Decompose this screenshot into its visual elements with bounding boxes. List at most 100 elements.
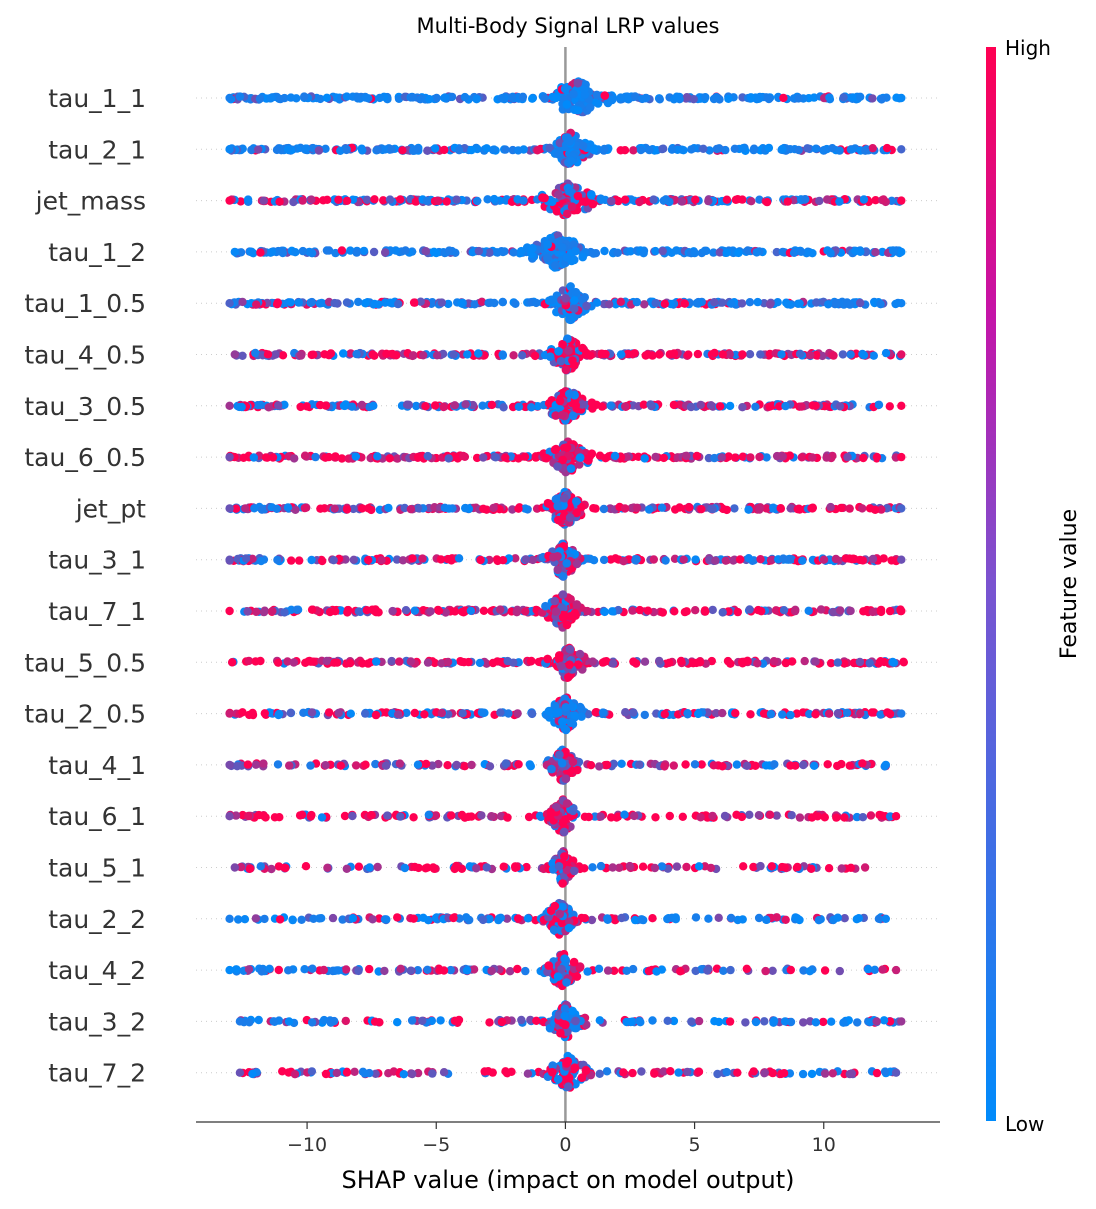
data-point — [523, 914, 533, 923]
data-point — [496, 708, 505, 717]
data-point — [477, 297, 487, 306]
data-point — [558, 758, 567, 768]
data-point — [433, 605, 443, 615]
data-point — [794, 94, 803, 103]
data-point — [558, 590, 568, 599]
data-point — [644, 505, 654, 514]
data-point — [616, 350, 626, 359]
data-point — [897, 504, 906, 513]
data-point — [251, 657, 260, 666]
data-point — [320, 504, 329, 513]
data-point — [507, 93, 517, 102]
data-point — [490, 298, 499, 308]
data-point — [447, 556, 456, 565]
data-point — [521, 607, 530, 616]
data-point — [747, 197, 756, 206]
data-point — [745, 350, 755, 359]
data-point — [635, 760, 644, 769]
data-point — [324, 351, 334, 360]
data-point — [837, 759, 846, 769]
data-point — [238, 708, 247, 717]
data-point — [897, 93, 906, 103]
data-point — [489, 145, 499, 154]
data-point — [601, 349, 610, 359]
data-point — [871, 196, 880, 205]
data-point — [261, 453, 271, 462]
data-point — [508, 505, 517, 514]
data-point — [801, 195, 810, 204]
data-point — [225, 709, 234, 718]
data-point — [754, 811, 764, 820]
data-point — [778, 710, 787, 719]
feature-points-tau_7_1 — [225, 590, 906, 632]
data-point — [592, 90, 602, 100]
data-point — [291, 505, 300, 514]
data-point — [856, 709, 865, 718]
data-point — [537, 608, 547, 617]
data-point — [551, 444, 561, 454]
data-point — [377, 556, 386, 565]
data-point — [897, 196, 906, 205]
data-point — [835, 146, 844, 155]
data-point — [548, 295, 557, 305]
data-point — [569, 89, 578, 99]
data-point — [615, 863, 624, 872]
data-point — [655, 656, 664, 666]
data-point — [237, 402, 246, 412]
data-point — [334, 195, 343, 204]
data-point — [625, 861, 634, 871]
data-point — [234, 915, 243, 924]
data-point — [715, 144, 724, 153]
data-point — [820, 813, 829, 822]
data-point — [478, 401, 487, 410]
data-point — [815, 196, 824, 206]
data-point — [739, 657, 749, 666]
data-point — [266, 94, 275, 103]
data-point — [482, 505, 491, 514]
data-point — [846, 863, 856, 872]
data-point — [725, 350, 734, 359]
data-point — [836, 606, 845, 615]
data-point — [778, 452, 787, 461]
data-point — [351, 452, 360, 461]
data-point — [569, 304, 579, 314]
data-point — [617, 913, 626, 923]
data-point — [569, 240, 578, 249]
data-point — [697, 505, 706, 514]
data-point — [640, 300, 649, 309]
data-point — [587, 398, 597, 408]
data-point — [609, 759, 618, 768]
data-point — [726, 913, 736, 923]
data-point — [578, 141, 588, 151]
data-point — [367, 811, 376, 820]
data-point — [765, 300, 775, 309]
data-point — [600, 144, 609, 154]
data-point — [383, 811, 392, 820]
data-point — [593, 99, 603, 108]
data-point — [798, 556, 807, 565]
data-point — [749, 145, 758, 155]
data-point — [665, 811, 674, 821]
data-point — [254, 145, 263, 154]
data-point — [573, 191, 583, 201]
data-point — [691, 555, 700, 564]
data-point — [236, 248, 246, 257]
data-point — [670, 554, 680, 563]
data-point — [856, 92, 865, 102]
data-point — [291, 248, 300, 257]
data-point — [385, 454, 394, 463]
data-point — [629, 811, 639, 821]
data-point — [554, 862, 564, 871]
data-point — [696, 400, 705, 410]
data-point — [691, 195, 700, 204]
data-point — [704, 914, 713, 923]
data-point — [441, 93, 450, 102]
data-point — [646, 400, 655, 409]
data-point — [811, 350, 821, 360]
data-point — [671, 505, 680, 514]
data-point — [787, 555, 796, 564]
data-point — [577, 712, 586, 721]
data-point — [409, 298, 419, 307]
data-point — [499, 403, 508, 412]
data-point — [458, 709, 467, 718]
